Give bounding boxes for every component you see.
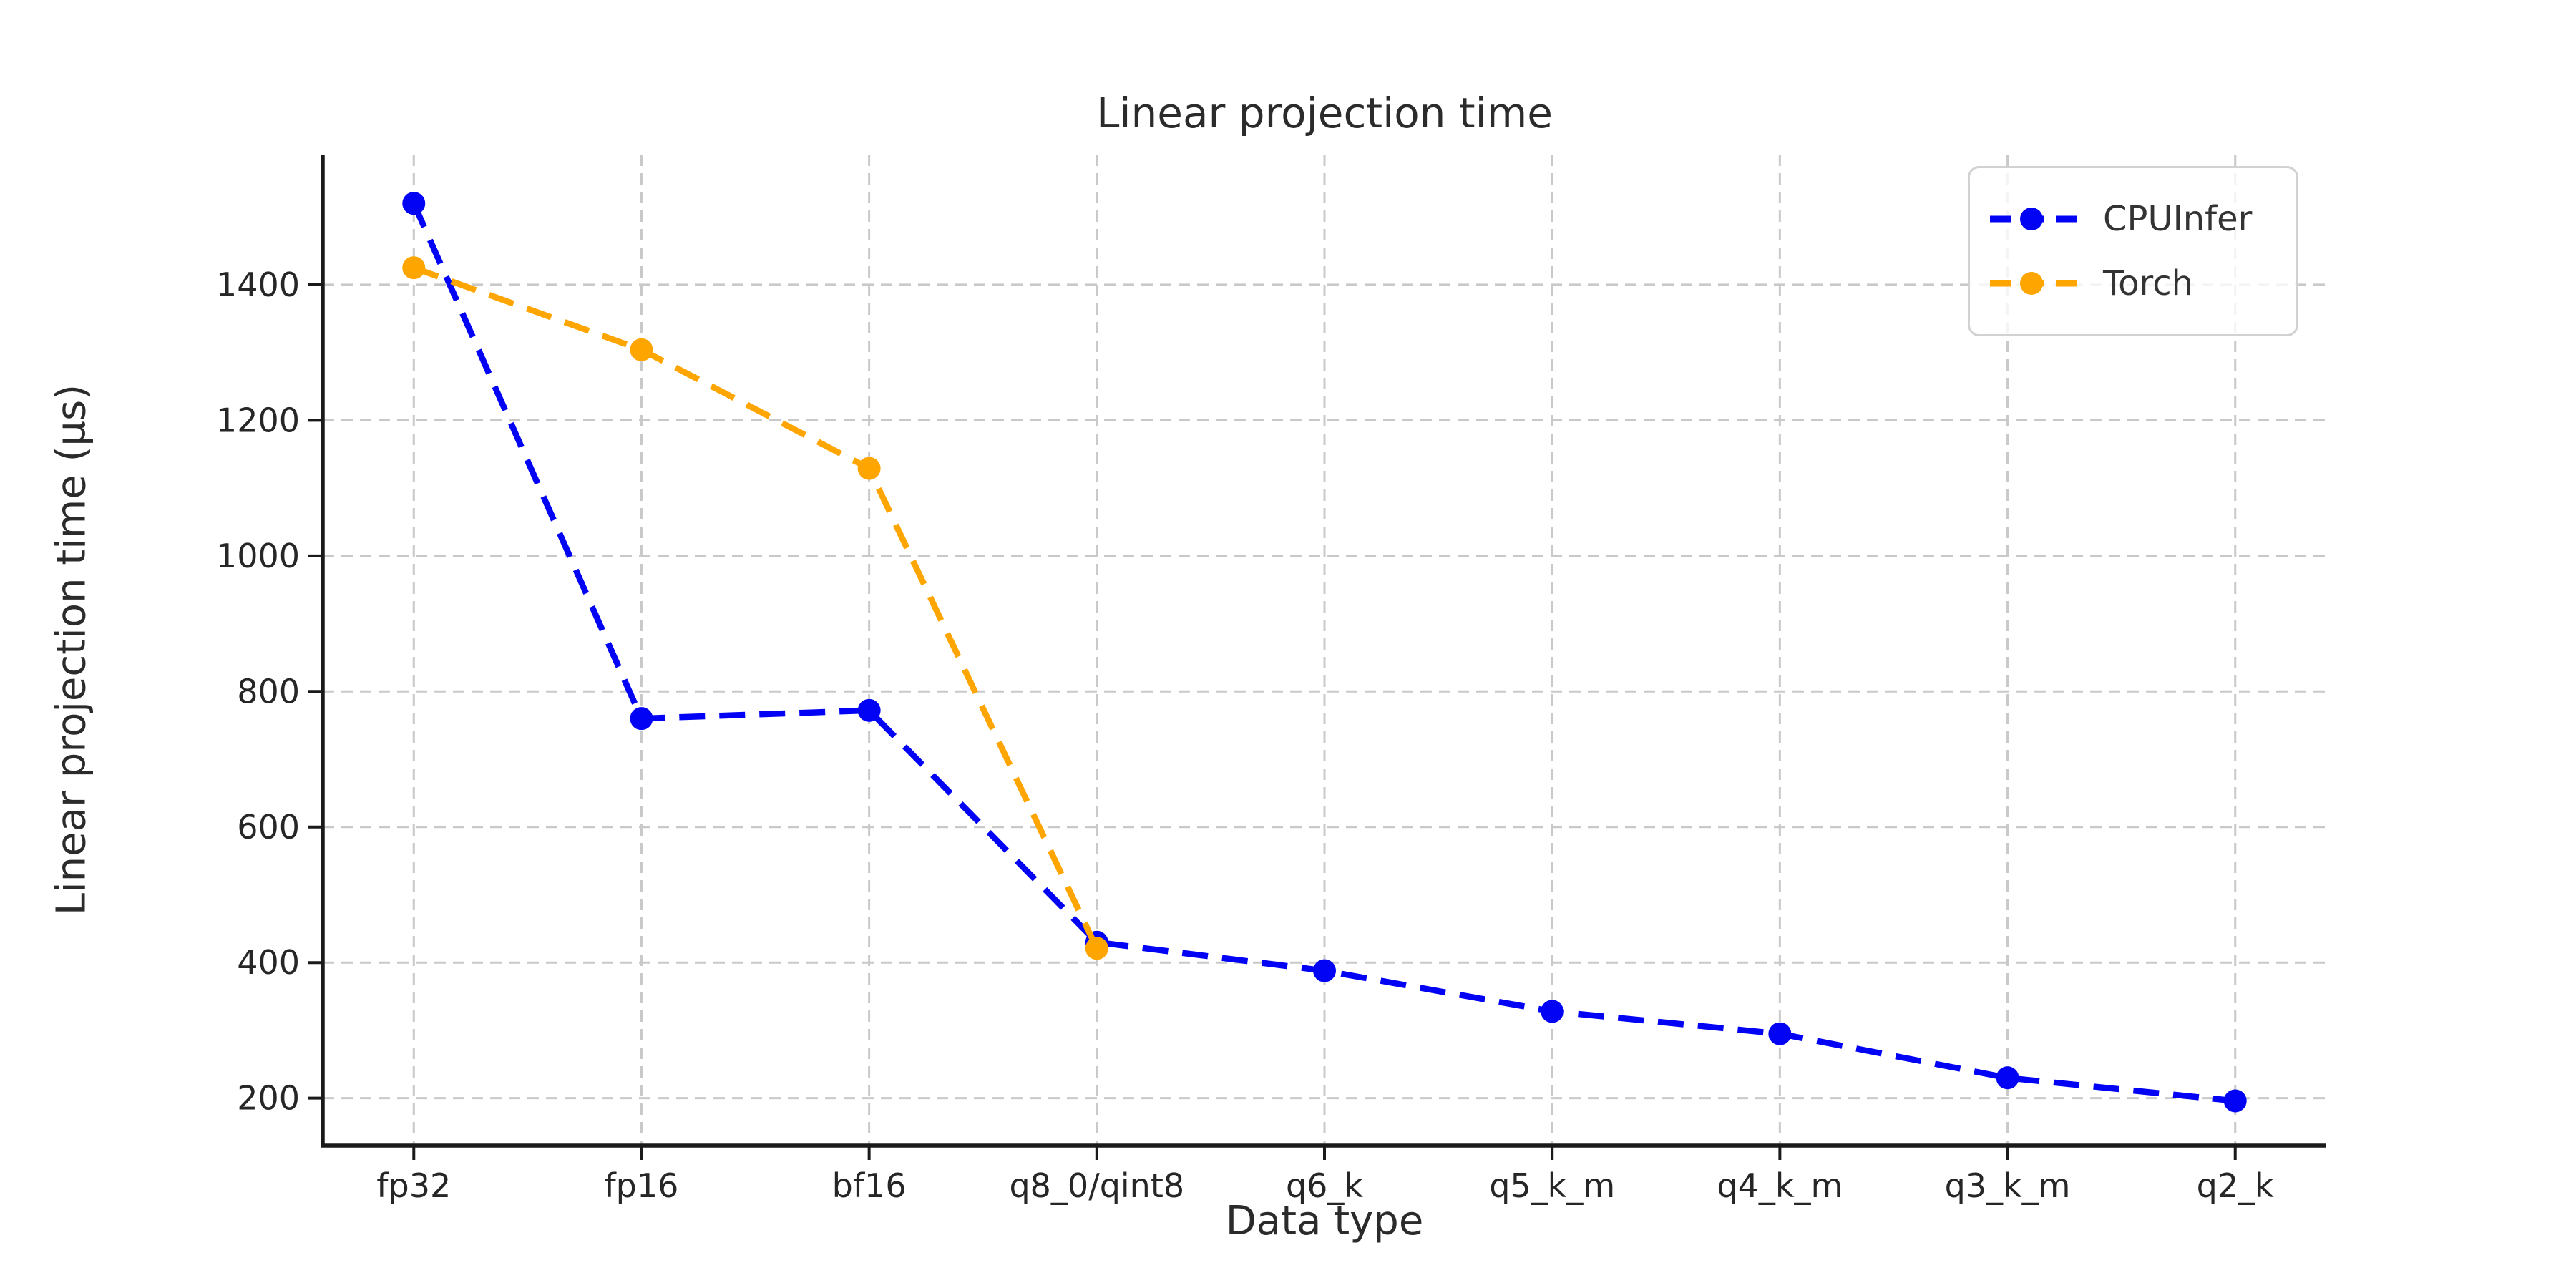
marker-cpuinfer	[2223, 1089, 2247, 1113]
y-tick-label: 800	[237, 672, 300, 711]
legend-item-cpuinfer: CPUInfer	[1989, 199, 2286, 239]
x-tick-label: q2_k	[2197, 1166, 2274, 1205]
y-tick-label: 400	[237, 943, 300, 982]
x-tick-label: bf16	[832, 1166, 907, 1205]
legend-marker	[2020, 207, 2043, 230]
y-tick-label: 1200	[216, 401, 300, 439]
chart-title: Linear projection time	[1096, 89, 1553, 137]
x-axis-label: Data type	[1225, 1198, 1424, 1244]
marker-cpuinfer	[1313, 959, 1336, 982]
x-tick-label: q5_k_m	[1489, 1166, 1615, 1205]
marker-cpuinfer	[1541, 1000, 1564, 1023]
marker-torch	[630, 338, 653, 361]
marker-cpuinfer	[857, 698, 881, 722]
x-tick-label: fp16	[604, 1166, 678, 1205]
legend: CPUInfer Torch	[1968, 166, 2298, 336]
series-line-torch	[412, 265, 1100, 950]
x-tick-label: fp32	[376, 1166, 451, 1205]
x-tick-label: q6_k	[1286, 1166, 1363, 1205]
marker-torch	[857, 457, 881, 480]
marker-torch	[402, 256, 426, 280]
y-tick-label: 200	[237, 1079, 300, 1118]
x-tick-label: q3_k_m	[1945, 1166, 2071, 1205]
legend-label: CPUInfer	[2103, 198, 2253, 239]
legend-item-torch: Torch	[1989, 263, 2286, 303]
y-axis-label: Linear projection time (µs)	[48, 384, 95, 916]
marker-torch	[1085, 937, 1108, 960]
marker-cpuinfer	[1768, 1022, 1792, 1045]
marker-cpuinfer	[402, 192, 426, 215]
legend-marker	[2020, 272, 2043, 296]
legend-label: Torch	[2103, 263, 2194, 304]
marker-cpuinfer	[1996, 1066, 2019, 1090]
y-tick-label: 600	[237, 808, 300, 847]
y-tick-label: 1400	[216, 265, 300, 304]
marker-cpuinfer	[630, 707, 653, 731]
x-tick-label: q4_k_m	[1717, 1166, 1843, 1205]
legend-line-sample	[1990, 207, 2080, 230]
legend-line-sample	[1990, 272, 2080, 296]
y-tick-label: 1000	[216, 537, 300, 575]
x-tick-label: q8_0/qint8	[1009, 1166, 1184, 1205]
